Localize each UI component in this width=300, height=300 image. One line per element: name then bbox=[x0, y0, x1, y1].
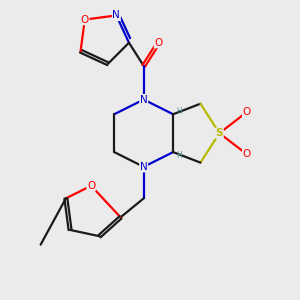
Text: O: O bbox=[87, 181, 95, 191]
Text: O: O bbox=[243, 149, 251, 159]
Text: H: H bbox=[176, 107, 182, 116]
Text: O: O bbox=[243, 107, 251, 117]
Text: S: S bbox=[216, 128, 223, 138]
Text: H: H bbox=[176, 151, 182, 160]
Text: N: N bbox=[112, 11, 120, 20]
Text: O: O bbox=[81, 15, 89, 25]
Text: N: N bbox=[140, 94, 148, 104]
Text: N: N bbox=[140, 162, 148, 172]
Text: O: O bbox=[154, 38, 163, 48]
